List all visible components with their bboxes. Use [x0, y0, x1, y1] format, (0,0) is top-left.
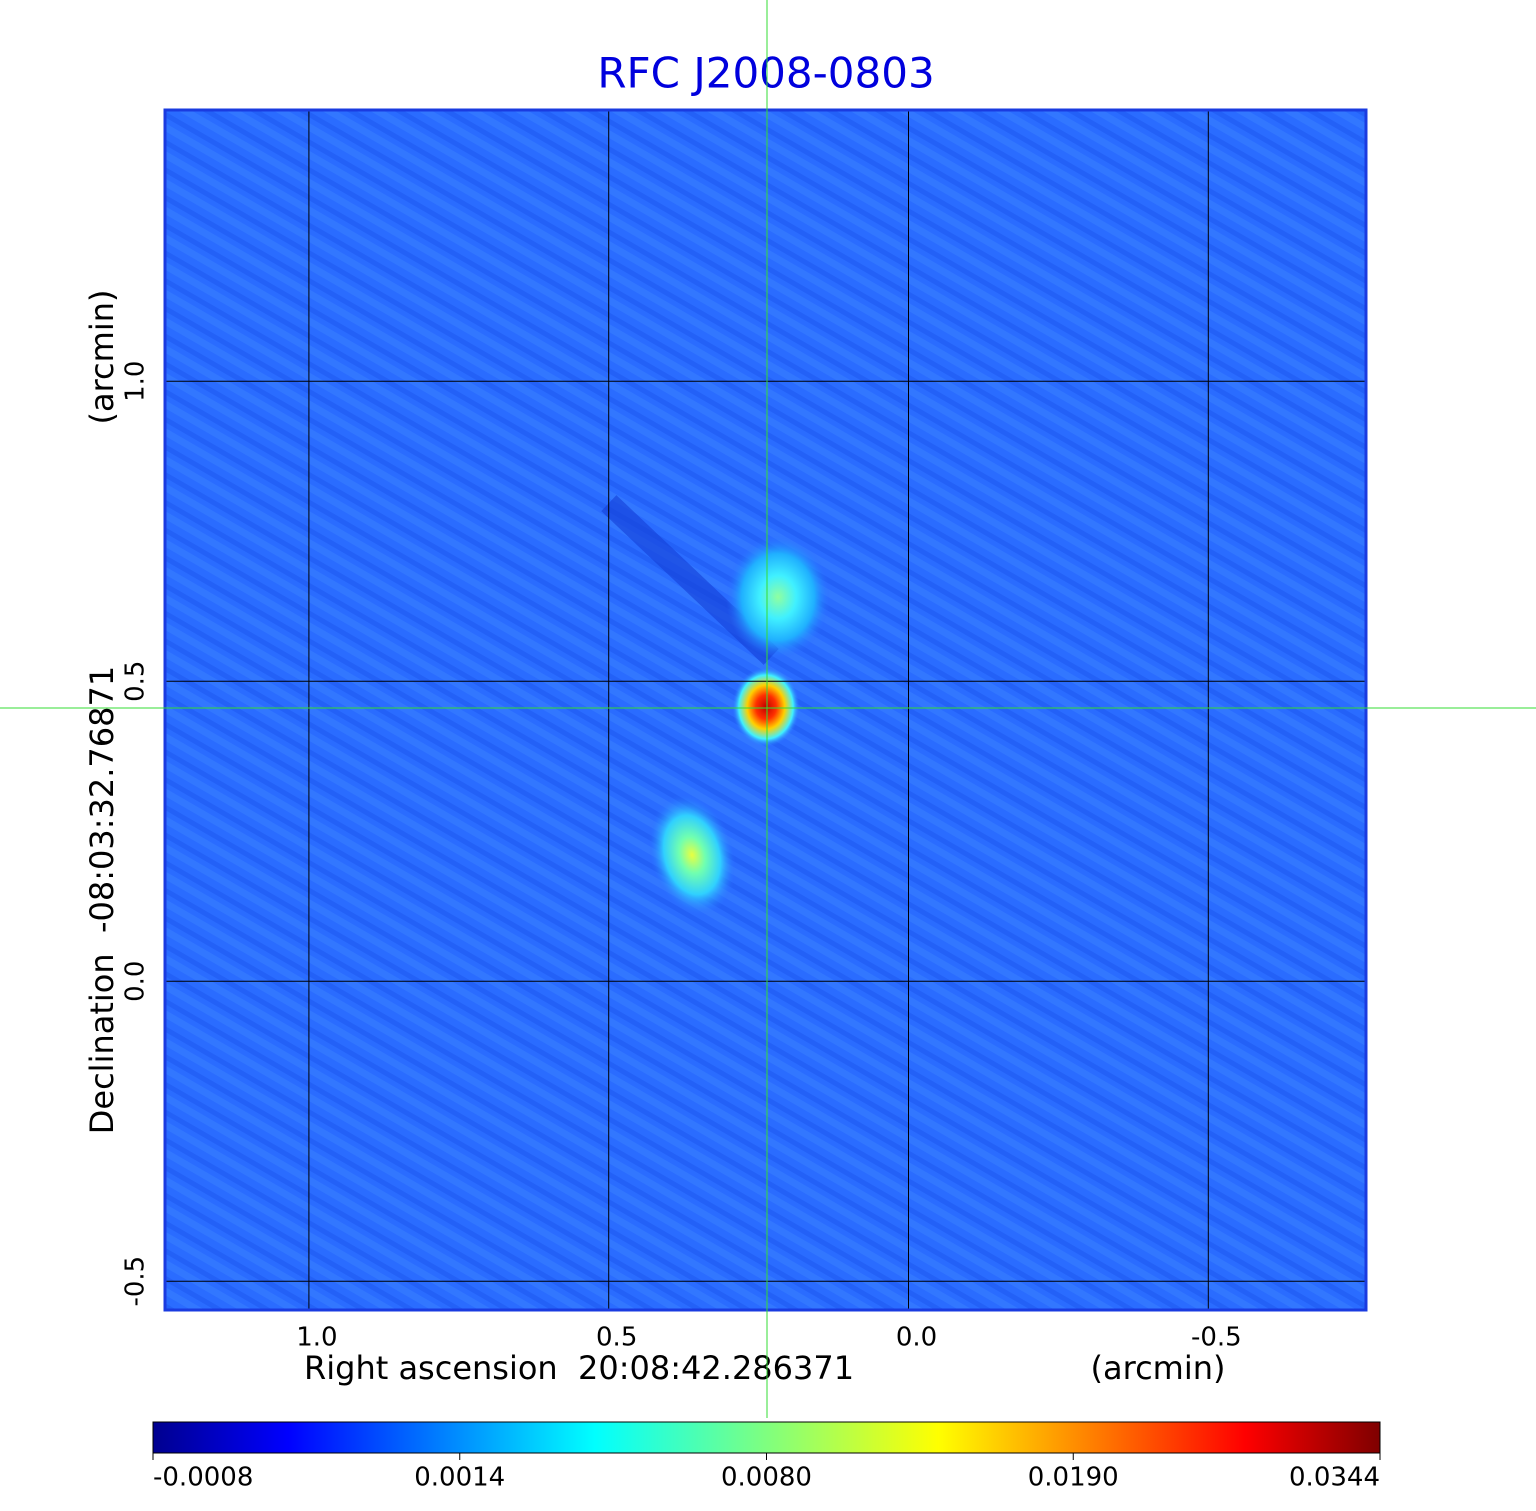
colorbar-tick-label: -0.0008: [153, 1463, 253, 1493]
y-axis-label: Declination -08:03:32.76871: [83, 666, 121, 1134]
x-tick-label: 0.0: [896, 1323, 937, 1353]
colorbar-tick-label: 0.0344: [1289, 1463, 1380, 1493]
y-axis-unit: (arcmin): [83, 290, 121, 425]
y-tick-label: 0.5: [121, 661, 151, 702]
sky-image: [165, 110, 1366, 1310]
colorbar-tick-label: 0.0014: [414, 1463, 505, 1493]
x-tick-label: 0.5: [596, 1323, 637, 1353]
x-tick-label: -0.5: [1191, 1323, 1242, 1353]
colorbar: [152, 1421, 1381, 1454]
y-tick-label: 1.0: [121, 361, 151, 402]
x-tick-label: 1.0: [296, 1323, 337, 1353]
y-tick-label: -0.5: [121, 1256, 151, 1307]
x-axis-label: Right ascension 20:08:42.286371: [304, 1349, 854, 1387]
chart-title: RFC J2008-0803: [597, 49, 934, 98]
colorbar-tick-label: 0.0080: [721, 1463, 812, 1493]
plot-frame: [163, 108, 1368, 1312]
colorbar-tick-label: 0.0190: [1028, 1463, 1119, 1493]
x-axis-unit: (arcmin): [1091, 1349, 1226, 1387]
y-tick-label: 0.0: [121, 961, 151, 1002]
grid: [165, 110, 1366, 1310]
